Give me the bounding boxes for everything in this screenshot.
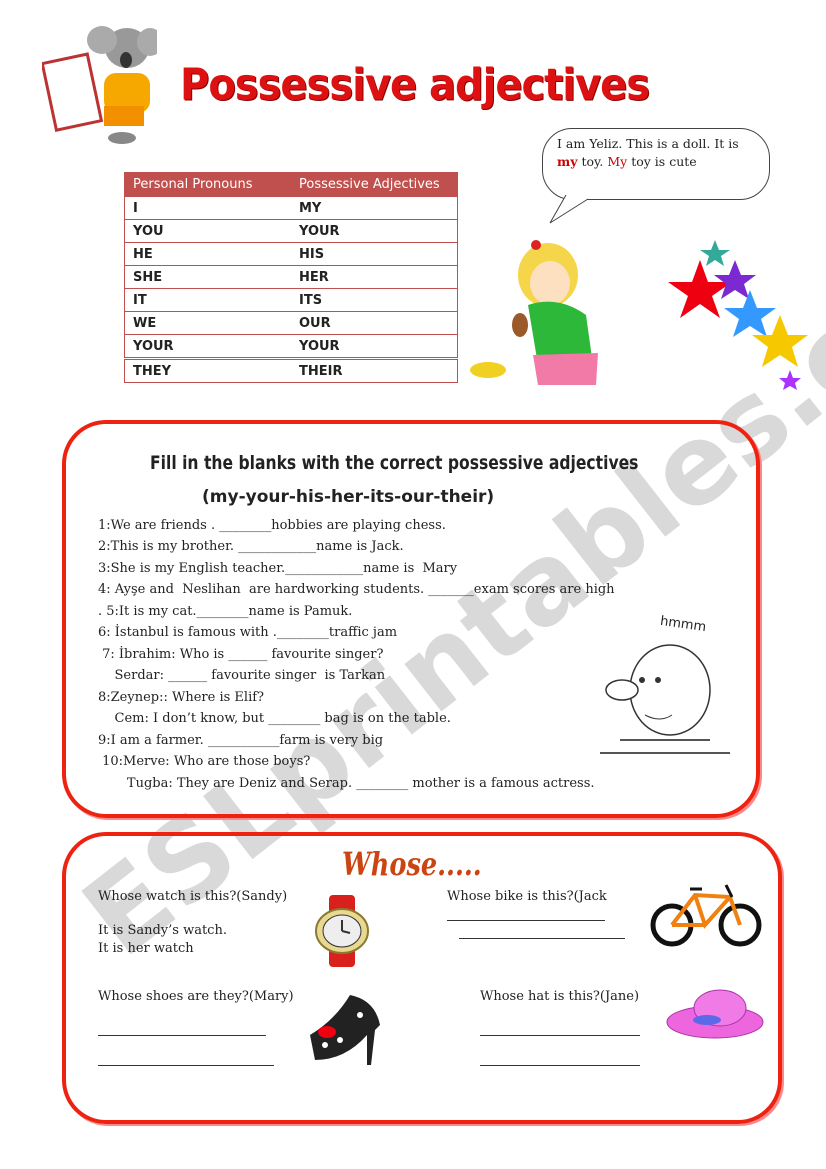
- bike-question: Whose bike is this?(Jack: [447, 889, 607, 904]
- table-header: Possessive Adjectives: [291, 172, 458, 197]
- table-row: IT ITS: [124, 288, 458, 312]
- table-row: YOU YOUR: [124, 219, 458, 243]
- possessive-adjective-cell: HER: [291, 265, 458, 289]
- personal-pronoun-cell: WE: [124, 311, 291, 335]
- possessive-adjective-cell: YOUR: [291, 219, 458, 243]
- watch-question: Whose watch is this?(Sandy): [98, 889, 288, 904]
- exercise-title: Fill in the blanks with the correct poss…: [150, 452, 639, 474]
- table-row: I MY: [124, 196, 458, 220]
- shoes-image: [310, 995, 380, 1065]
- whose-box: [62, 832, 782, 1124]
- exercise-line: Tugba: They are Deniz and Serap. _______…: [98, 776, 595, 791]
- shoes-question: Whose shoes are they?(Mary): [98, 989, 294, 1004]
- bike-image: [650, 884, 762, 947]
- exercise-line: 9:I am a farmer. ___________farm is very…: [98, 733, 384, 748]
- possessive-adjective-cell: THEIR: [291, 357, 458, 383]
- personal-pronoun-cell: HE: [124, 242, 291, 266]
- personal-pronoun-cell: I: [124, 196, 291, 220]
- personal-pronoun-cell: IT: [124, 288, 291, 312]
- pronoun-table: Personal Pronouns Possessive Adjectives …: [124, 172, 458, 383]
- possessive-adjective-cell: OUR: [291, 311, 458, 335]
- exercise-line: 1:We are friends . ________hobbies are p…: [98, 518, 446, 533]
- table-header: Personal Pronouns: [124, 172, 291, 197]
- bubble-highlight: my: [557, 154, 578, 169]
- bubble-tail: [549, 195, 589, 224]
- thinking-boy-illustration: [600, 644, 730, 754]
- exercise-subtitle: (my-your-his-her-its-our-their): [202, 487, 495, 507]
- watch-answer-2: It is her watch: [98, 941, 194, 956]
- personal-pronoun-cell: YOU: [124, 219, 291, 243]
- bubble-text: toy.: [577, 154, 608, 169]
- exercise-line: Cem: I don’t know, but ________ bag is o…: [98, 711, 451, 726]
- exercise-line: Serdar: ______ favourite singer is Tarka…: [98, 668, 386, 683]
- speech-bubble: I am Yeliz. This is a doll. It is my toy…: [542, 128, 770, 200]
- stars-decoration: [668, 240, 808, 390]
- table-row: SHE HER: [124, 265, 458, 289]
- hat-answer-blank-1[interactable]: [480, 1034, 640, 1036]
- exercise-line: 3:She is my English teacher.____________…: [98, 561, 458, 576]
- hat-answer-blank-2[interactable]: [480, 1064, 640, 1066]
- personal-pronoun-cell: YOUR: [124, 334, 291, 359]
- exercise-line: 2:This is my brother. ____________name i…: [98, 539, 404, 554]
- exercise-box: [62, 420, 760, 818]
- table-row: THEY THEIR: [124, 357, 458, 383]
- girl-with-doll-illustration: [470, 240, 598, 385]
- watch-answer-1: It is Sandy’s watch.: [98, 923, 227, 938]
- exercise-line: 8:Zeynep:: Where is Elif?: [98, 690, 265, 705]
- bubble-text: toy is cute: [627, 154, 697, 169]
- personal-pronoun-cell: THEY: [124, 357, 291, 383]
- possessive-adjective-cell: HIS: [291, 242, 458, 266]
- whose-title: Whose.....: [342, 845, 482, 883]
- possessive-adjective-cell: MY: [291, 196, 458, 220]
- bubble-text: I am Yeliz. This is a doll. It is: [557, 136, 739, 151]
- bike-answer-blank-2[interactable]: [459, 937, 625, 939]
- personal-pronoun-cell: SHE: [124, 265, 291, 289]
- possessive-adjective-cell: YOUR: [291, 334, 458, 359]
- page-title: Possessive adjectives: [180, 59, 650, 111]
- table-row: YOUR YOUR: [124, 334, 458, 359]
- possessive-adjective-cell: ITS: [291, 288, 458, 312]
- exercise-line: 6: İstanbul is famous with .________traf…: [98, 625, 398, 640]
- table-row: WE OUR: [124, 311, 458, 335]
- bike-answer-blank-1[interactable]: [447, 919, 605, 921]
- shoes-answer-blank-1[interactable]: [98, 1034, 266, 1036]
- hat-question: Whose hat is this?(Jane): [480, 989, 640, 1004]
- exercise-line: 10:Merve: Who are those boys?: [98, 754, 311, 769]
- shoes-answer-blank-2[interactable]: [98, 1064, 274, 1066]
- bubble-highlight: My: [607, 154, 628, 169]
- hat-image: [666, 989, 764, 1039]
- exercise-line: 4: Ayşe and Neslihan are hardworking stu…: [98, 582, 615, 597]
- watch-image: [315, 895, 369, 967]
- table-row: HE HIS: [124, 242, 458, 266]
- exercise-line: 7: İbrahim: Who is ______ favourite sing…: [98, 647, 384, 662]
- exercise-line: . 5:It is my cat.________name is Pamuk.: [98, 604, 353, 619]
- koala-reading-illustration: [42, 26, 157, 144]
